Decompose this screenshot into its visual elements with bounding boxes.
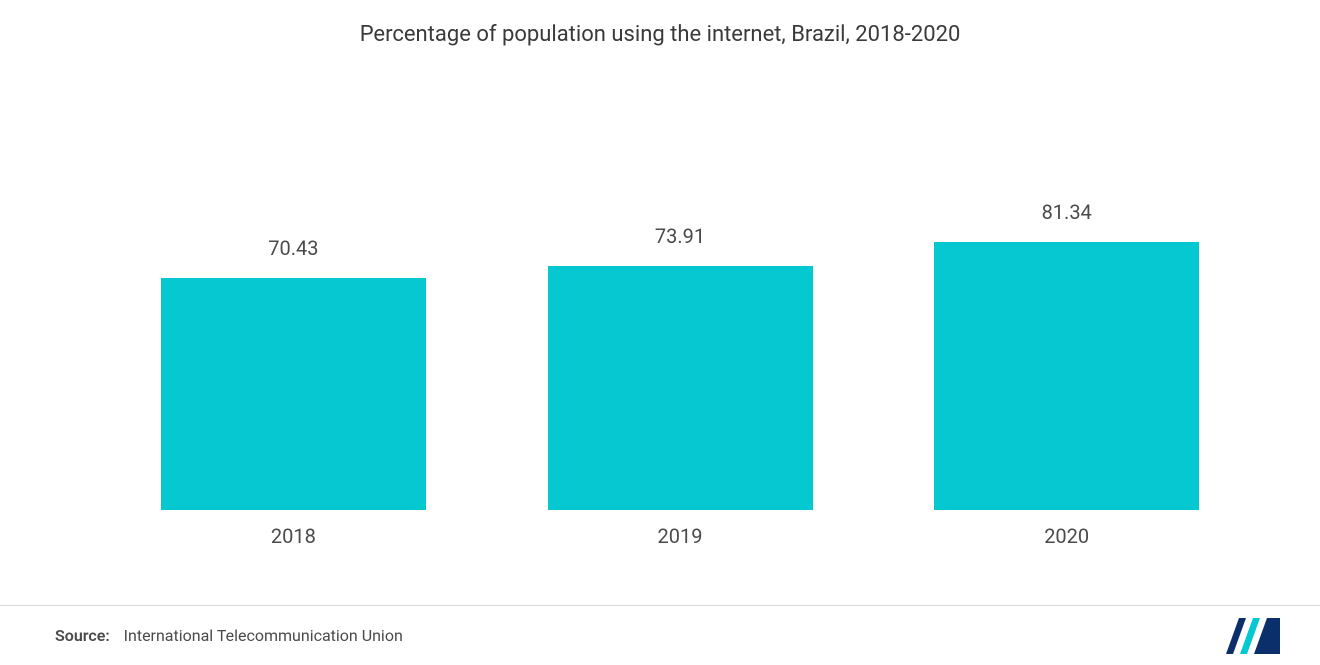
- source-prefix: Source:: [55, 626, 110, 645]
- bar: [548, 266, 813, 510]
- bar: [161, 278, 426, 510]
- bar-value-label: 81.34: [873, 200, 1260, 224]
- chart-title: Percentage of population using the inter…: [0, 0, 1320, 47]
- source-citation: Source: International Telecommunication …: [55, 626, 403, 645]
- bar-x-label: 2018: [271, 524, 316, 548]
- bar-wrap: [487, 100, 874, 510]
- bar-group: 70.43 2018: [100, 100, 487, 510]
- bar-value-label: 73.91: [487, 224, 874, 248]
- bar-value-label: 70.43: [100, 236, 487, 260]
- bar-x-label: 2019: [658, 524, 703, 548]
- bar-wrap: [100, 100, 487, 510]
- bar-x-label: 2020: [1044, 524, 1089, 548]
- bar-group: 73.91 2019: [487, 100, 874, 510]
- brand-logo-icon: [1226, 618, 1280, 654]
- bar-wrap: [873, 100, 1260, 510]
- bar-group: 81.34 2020: [873, 100, 1260, 510]
- source-text: International Telecommunication Union: [124, 626, 403, 645]
- footer: Source: International Telecommunication …: [0, 605, 1320, 665]
- chart-plot-area: 70.43 2018 73.91 2019 81.34 2020: [100, 100, 1260, 510]
- bar: [934, 242, 1199, 510]
